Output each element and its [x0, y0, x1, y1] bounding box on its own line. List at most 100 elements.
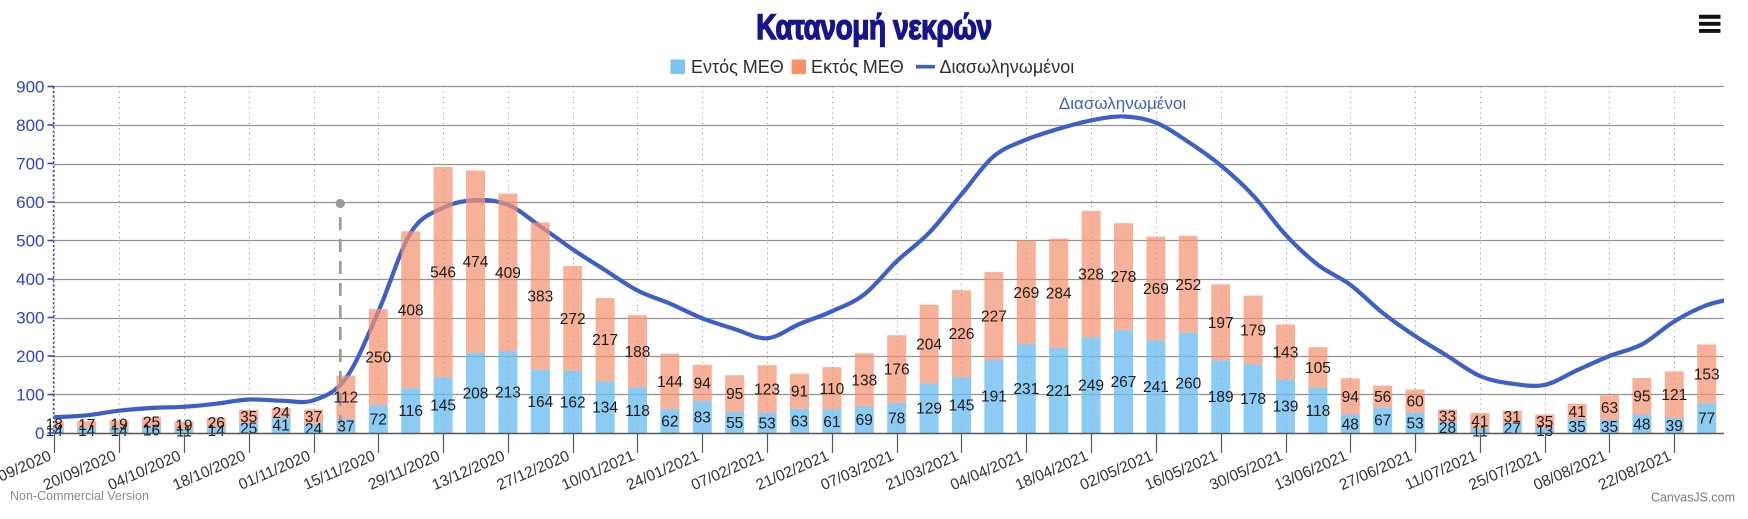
svg-text:129: 129: [916, 401, 942, 418]
svg-text:25: 25: [240, 421, 257, 438]
svg-text:02/05/2021: 02/05/2021: [1078, 448, 1156, 495]
svg-text:25: 25: [143, 415, 160, 432]
svg-text:18/10/2020: 18/10/2020: [170, 447, 248, 494]
svg-text:227: 227: [981, 308, 1007, 325]
svg-text:600: 600: [16, 193, 44, 212]
svg-text:11/07/2021: 11/07/2021: [1403, 448, 1480, 494]
svg-text:04/10/2020: 04/10/2020: [106, 447, 184, 494]
svg-text:118: 118: [1306, 403, 1331, 420]
svg-text:15/11/2020: 15/11/2020: [301, 447, 378, 493]
svg-text:162: 162: [560, 394, 586, 411]
svg-text:143: 143: [1273, 345, 1299, 362]
svg-text:164: 164: [527, 394, 553, 411]
svg-text:14: 14: [46, 423, 64, 440]
svg-text:95: 95: [1633, 389, 1650, 406]
svg-text:269: 269: [1143, 281, 1169, 298]
svg-text:110: 110: [820, 381, 845, 398]
svg-text:61: 61: [823, 414, 840, 431]
svg-text:188: 188: [625, 344, 651, 361]
svg-text:CanvasJS.com: CanvasJS.com: [1651, 491, 1735, 505]
svg-text:77: 77: [1698, 411, 1715, 428]
svg-text:250: 250: [365, 350, 391, 367]
svg-text:35: 35: [1568, 419, 1585, 436]
svg-text:204: 204: [916, 337, 942, 354]
svg-text:13: 13: [1536, 423, 1553, 440]
svg-text:07/03/2021: 07/03/2021: [818, 448, 896, 495]
svg-text:144: 144: [657, 374, 683, 391]
svg-text:37: 37: [337, 418, 354, 435]
svg-text:62: 62: [661, 414, 678, 431]
svg-text:25/07/2021: 25/07/2021: [1466, 448, 1544, 495]
svg-text:Non-Commercial Version: Non-Commercial Version: [10, 489, 149, 503]
svg-text:272: 272: [560, 311, 586, 328]
svg-text:94: 94: [1342, 389, 1360, 406]
svg-text:21/02/2021: 21/02/2021: [754, 448, 832, 495]
svg-text:24: 24: [272, 405, 290, 422]
svg-text:100: 100: [16, 386, 44, 405]
svg-text:328: 328: [1078, 267, 1104, 284]
svg-text:249: 249: [1078, 378, 1104, 395]
svg-text:145: 145: [430, 398, 456, 415]
svg-text:63: 63: [791, 413, 808, 430]
svg-text:41: 41: [1471, 413, 1488, 430]
svg-text:13/06/2021: 13/06/2021: [1272, 448, 1350, 495]
svg-text:0: 0: [35, 424, 44, 443]
svg-text:Διασωληνωμένοι: Διασωληνωμένοι: [1059, 94, 1186, 113]
svg-text:226: 226: [949, 326, 975, 343]
svg-text:39: 39: [1666, 418, 1683, 435]
svg-text:139: 139: [1273, 399, 1299, 416]
svg-text:260: 260: [1175, 375, 1201, 392]
svg-text:145: 145: [949, 398, 975, 415]
svg-text:Διασωληνωμένοι: Διασωληνωμένοι: [940, 57, 1075, 77]
svg-text:48: 48: [1633, 416, 1650, 433]
svg-text:500: 500: [16, 232, 44, 251]
svg-text:252: 252: [1175, 277, 1201, 294]
svg-text:112: 112: [334, 390, 359, 407]
svg-text:22/08/2021: 22/08/2021: [1596, 448, 1674, 495]
svg-text:123: 123: [754, 381, 780, 398]
svg-text:208: 208: [463, 386, 489, 403]
svg-text:Εντός ΜΕΘ: Εντός ΜΕΘ: [691, 57, 784, 77]
svg-text:178: 178: [1240, 391, 1266, 408]
svg-text:63: 63: [1601, 400, 1618, 417]
svg-text:267: 267: [1111, 374, 1137, 391]
svg-text:300: 300: [16, 309, 44, 328]
svg-text:13/12/2020: 13/12/2020: [430, 447, 508, 494]
svg-text:37: 37: [305, 409, 322, 426]
svg-text:105: 105: [1305, 360, 1331, 377]
svg-text:31: 31: [1504, 409, 1521, 426]
svg-text:72: 72: [370, 412, 387, 429]
svg-text:14: 14: [78, 423, 96, 440]
svg-text:700: 700: [16, 155, 44, 174]
svg-text:121: 121: [1661, 387, 1687, 404]
svg-text:53: 53: [1406, 415, 1423, 432]
svg-text:28: 28: [1439, 420, 1456, 437]
svg-text:18: 18: [46, 417, 63, 434]
svg-text:35: 35: [240, 409, 257, 426]
svg-text:24: 24: [305, 421, 323, 438]
svg-text:179: 179: [1240, 323, 1266, 340]
svg-text:221: 221: [1046, 383, 1072, 400]
svg-text:55: 55: [726, 415, 743, 432]
svg-text:800: 800: [16, 116, 44, 135]
svg-text:176: 176: [884, 362, 910, 379]
svg-text:83: 83: [694, 410, 711, 427]
svg-text:900: 900: [16, 78, 44, 97]
svg-text:16/05/2021: 16/05/2021: [1142, 448, 1220, 495]
svg-text:53: 53: [758, 415, 775, 432]
svg-text:217: 217: [592, 332, 618, 349]
svg-text:29/11/2020: 29/11/2020: [366, 447, 443, 493]
svg-text:474: 474: [463, 254, 489, 271]
svg-text:91: 91: [791, 384, 808, 401]
svg-text:20/09/2020: 20/09/2020: [41, 447, 119, 494]
svg-text:Εκτός ΜΕΘ: Εκτός ΜΕΘ: [811, 57, 904, 77]
svg-text:14: 14: [208, 423, 226, 440]
svg-text:41: 41: [272, 418, 289, 435]
svg-text:30/05/2021: 30/05/2021: [1207, 448, 1285, 495]
svg-text:35: 35: [1601, 419, 1618, 436]
svg-text:241: 241: [1143, 379, 1169, 396]
svg-text:11: 11: [1472, 423, 1488, 440]
svg-text:27/12/2020: 27/12/2020: [494, 447, 572, 494]
svg-text:546: 546: [430, 265, 456, 282]
svg-text:134: 134: [592, 400, 618, 417]
